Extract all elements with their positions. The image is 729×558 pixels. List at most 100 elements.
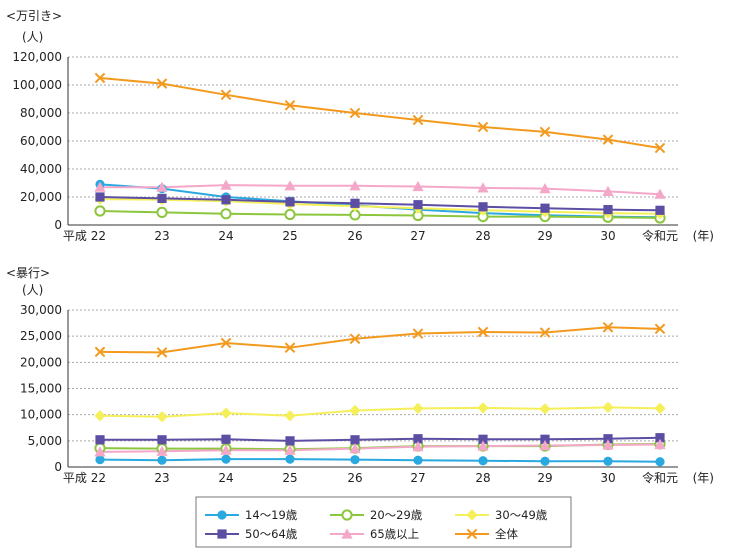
data-point [478, 202, 488, 212]
data-point [478, 456, 488, 466]
data-point [603, 434, 613, 444]
x-tick-label: 令和元 [642, 228, 678, 243]
data-point [602, 321, 614, 333]
y-axis-unit: (人) [22, 30, 43, 44]
y-tick-label: 80,000 [20, 106, 62, 120]
data-point [477, 182, 489, 193]
y-tick-label: 20,000 [20, 190, 62, 204]
data-point [95, 192, 105, 202]
data-point [156, 206, 168, 218]
data-point [539, 126, 551, 138]
data-point [655, 433, 665, 443]
y-axis-unit: (人) [22, 283, 43, 297]
y-tick-label: 10,000 [20, 408, 62, 422]
data-point [350, 455, 360, 465]
data-point [220, 179, 232, 190]
legend-marker [341, 509, 353, 521]
data-point [602, 134, 614, 145]
shoplifting-chart: <万引き> (人) 0 20,000 40,000 60,000 80,000 100,000… [6, 9, 714, 243]
data-point [284, 410, 296, 422]
data-point [539, 183, 551, 194]
x-tick-label: 28 [475, 229, 490, 243]
y-tick-label: 20,000 [20, 355, 62, 369]
data-point [220, 444, 232, 455]
data-point [654, 402, 666, 414]
data-point [654, 188, 666, 199]
y-tick-label: 15,000 [20, 382, 62, 396]
assault-chart: <暴行> (人) 0 5,000 10,000 15,000 20,000 25,000 30,… [6, 266, 714, 485]
x-tick-label: 24 [218, 471, 233, 485]
data-point [156, 411, 168, 423]
y-tick-label: 100,000 [12, 78, 62, 92]
y-tick-label: 40,000 [20, 162, 62, 176]
y-tick-label: 60,000 [20, 134, 62, 148]
data-point [602, 439, 614, 450]
x-tick-label: 27 [410, 229, 425, 243]
series-line [99, 198, 661, 215]
data-point [413, 200, 423, 210]
data-point [655, 457, 665, 467]
x-tick-label: 25 [282, 471, 297, 485]
data-point [95, 435, 105, 445]
legend-marker [217, 510, 227, 520]
x-tick-label: 令和元 [642, 470, 678, 485]
data-point [156, 181, 168, 192]
data-point [284, 342, 296, 353]
legend-marker [466, 509, 478, 521]
series-line [99, 458, 661, 463]
data-point [156, 78, 168, 89]
y-tick-label: 25,000 [20, 329, 62, 343]
data-point [654, 142, 666, 154]
data-point [412, 402, 424, 414]
data-point [540, 434, 550, 444]
data-point [285, 454, 295, 464]
legend-marker [341, 528, 353, 539]
x-tick-label: 23 [154, 229, 169, 243]
x-axis-unit: (年) [693, 229, 714, 243]
x-tick-label: 24 [218, 229, 233, 243]
chart-title: <万引き> [6, 9, 62, 23]
data-point [221, 454, 231, 464]
series-line [99, 210, 661, 219]
x-tick-label: 平成 22 [63, 229, 106, 243]
data-point [349, 404, 361, 417]
series-line [99, 77, 661, 149]
data-point [157, 435, 167, 445]
y-tick-label: 0 [54, 218, 62, 232]
data-point [95, 455, 105, 465]
x-tick-label: 平成 22 [63, 471, 106, 485]
data-point [284, 208, 296, 221]
data-point [94, 410, 106, 422]
data-point [602, 401, 614, 413]
data-point [220, 208, 232, 220]
data-point [412, 328, 424, 339]
y-tick-label: 5,000 [28, 434, 62, 448]
data-point [602, 185, 614, 196]
x-tick-label: 26 [347, 229, 362, 243]
data-point [94, 346, 106, 358]
data-point [221, 195, 231, 205]
legend-marker [466, 528, 478, 540]
data-point [284, 180, 296, 191]
data-point [539, 327, 551, 338]
data-point [156, 347, 168, 358]
data-point [350, 198, 360, 208]
data-point [412, 114, 424, 126]
data-point [220, 89, 232, 101]
data-point [94, 446, 106, 457]
legend-label: 20〜29歳 [370, 508, 423, 522]
data-point [349, 107, 361, 119]
data-point [413, 455, 423, 465]
data-point [540, 203, 550, 213]
data-point [413, 434, 423, 444]
x-tick-label: 30 [600, 471, 615, 485]
data-point [94, 181, 106, 192]
x-tick-label: 26 [347, 471, 362, 485]
data-point [220, 337, 232, 349]
series-line [100, 184, 661, 196]
legend-label: 65歳以上 [370, 527, 419, 541]
series-line [100, 436, 661, 442]
series-line [99, 406, 661, 418]
data-point [539, 439, 551, 451]
data-point [349, 443, 361, 454]
